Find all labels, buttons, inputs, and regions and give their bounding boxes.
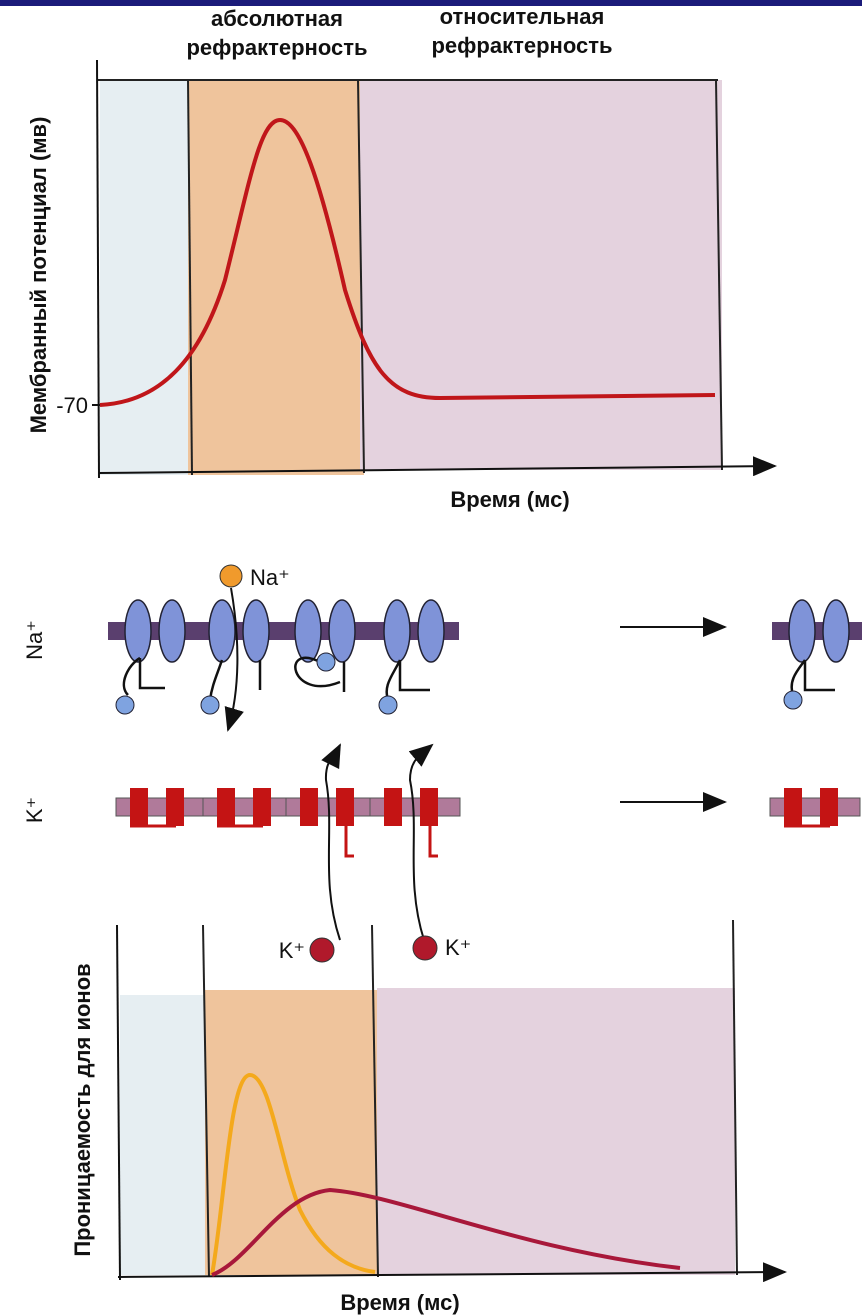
k-channels: K⁺ [22, 743, 861, 941]
na-channels-circle [115, 695, 135, 715]
na-channels: Na⁺ Na⁺ [22, 564, 862, 732]
na-channels-circle [200, 695, 220, 715]
k-channels-use [115, 787, 207, 827]
na-channels-circle [783, 690, 803, 710]
bottom-panel-rect [377, 988, 735, 1275]
bottom-panel-line [732, 919, 738, 1276]
y-tick-label: -70 [56, 393, 88, 418]
top-panel-rect [360, 80, 722, 470]
k-channels-use [769, 787, 861, 827]
na-channels-use [277, 599, 371, 663]
k-channels-use [369, 787, 461, 827]
bottom-panel-rect [120, 995, 208, 1275]
na-channels-use [366, 599, 460, 663]
bottom-panel-line [202, 924, 210, 1278]
k-channels-use [285, 787, 377, 827]
top-panel: абсолютная рефрактерность относительная … [26, 4, 777, 512]
na-channels-circle [316, 652, 336, 672]
top-panel-line [96, 59, 100, 479]
top-panel-line [187, 79, 193, 476]
bottom-panel: K⁺ K⁺ Проницаемость для ионов Время (мс) [70, 919, 787, 1315]
top-panel-line [715, 79, 723, 471]
x-axis-label: Время (мс) [340, 1290, 459, 1315]
zone-label: рефрактерность [431, 33, 612, 58]
na-channels-circle [219, 564, 243, 588]
bottom-panel-line [117, 1262, 787, 1283]
bottom-panel-rect [205, 990, 377, 1275]
row-label: Na⁺ [22, 620, 47, 660]
zone-label: абсолютная [211, 6, 343, 31]
top-panel-rect [100, 80, 192, 475]
bottom-panel-path [211, 1187, 681, 1277]
k-channels-path [130, 824, 830, 858]
ion-label: K⁺ [445, 935, 471, 960]
na-channels-circle [378, 695, 398, 715]
zone-label: относительная [440, 4, 605, 29]
ion-label: K⁺ [279, 938, 305, 963]
top-panel-rect [188, 80, 364, 475]
bottom-panel-line [116, 924, 121, 1281]
ion-label: Na⁺ [250, 565, 290, 590]
top-panel-line [357, 79, 365, 474]
bottom-panel-path [210, 1072, 376, 1276]
y-axis-label: Мембранный потенциал (мв) [26, 117, 51, 434]
na-channels-path [122, 656, 835, 701]
k-channels-path [321, 743, 341, 941]
bottom-panel-circle [309, 937, 335, 963]
zone-label: рефрактерность [186, 35, 367, 60]
x-axis-label: Время (мс) [450, 487, 569, 512]
k-channels-path [408, 743, 434, 941]
na-channels-use [771, 599, 862, 663]
top-panel-line [98, 456, 777, 477]
k-channels-use [202, 787, 294, 827]
na-channels-path [224, 587, 244, 732]
bottom-panel-line [371, 924, 379, 1278]
y-axis-label: Проницаемость для ионов [70, 963, 95, 1256]
na-channels-use [107, 599, 201, 663]
row-label: K⁺ [22, 797, 47, 823]
bottom-panel-circle [412, 935, 438, 961]
top-panel-path [99, 117, 716, 407]
top-bar [0, 0, 862, 6]
